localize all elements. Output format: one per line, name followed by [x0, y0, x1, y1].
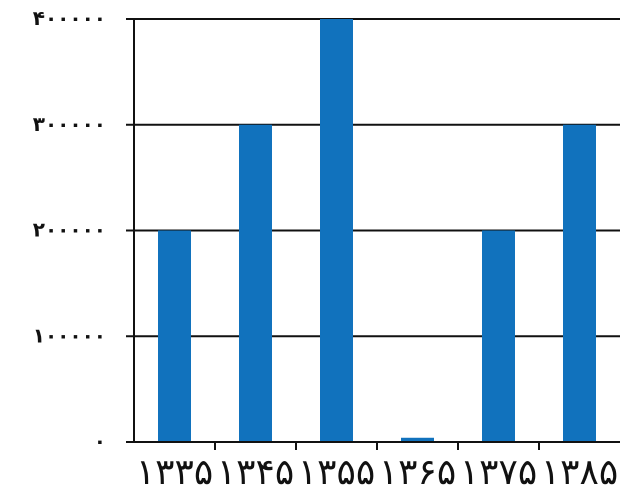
x-tick-labels: ۱۳۳۵ ۱۳۴۵ ۱۳۵۵ ۱۳۶۵ ۱۳۷۵ ۱۳۸۵: [136, 452, 618, 493]
bars: [158, 19, 596, 442]
y-tick-label: ۲۰۰۰۰۰: [33, 218, 106, 242]
bar: [401, 437, 434, 442]
bar: [482, 230, 515, 442]
bar: [563, 124, 596, 442]
x-tick-label: ۱۳۸۵: [541, 452, 618, 493]
y-tick-label: ۳۰۰۰۰۰: [33, 112, 106, 136]
x-tick-label: ۱۳۶۵: [379, 452, 456, 493]
x-tick-label: ۱۳۵۵: [298, 452, 375, 493]
bar: [239, 124, 272, 442]
y-tick-label: ۰: [94, 429, 106, 453]
y-tick-label: ۴۰۰۰۰۰: [33, 6, 106, 30]
bar: [320, 19, 353, 442]
x-tick-label: ۱۳۳۵: [136, 452, 213, 493]
y-tick-labels: ۰ ۱۰۰۰۰۰ ۲۰۰۰۰۰ ۳۰۰۰۰۰ ۴۰۰۰۰۰: [33, 6, 106, 453]
x-tick-label: ۱۳۴۵: [217, 452, 294, 493]
axes: [126, 18, 620, 450]
grid-lines: [134, 18, 620, 338]
bar: [158, 230, 191, 442]
y-tick-label: ۱۰۰۰۰۰: [33, 323, 106, 347]
x-tick-label: ۱۳۷۵: [460, 452, 537, 493]
